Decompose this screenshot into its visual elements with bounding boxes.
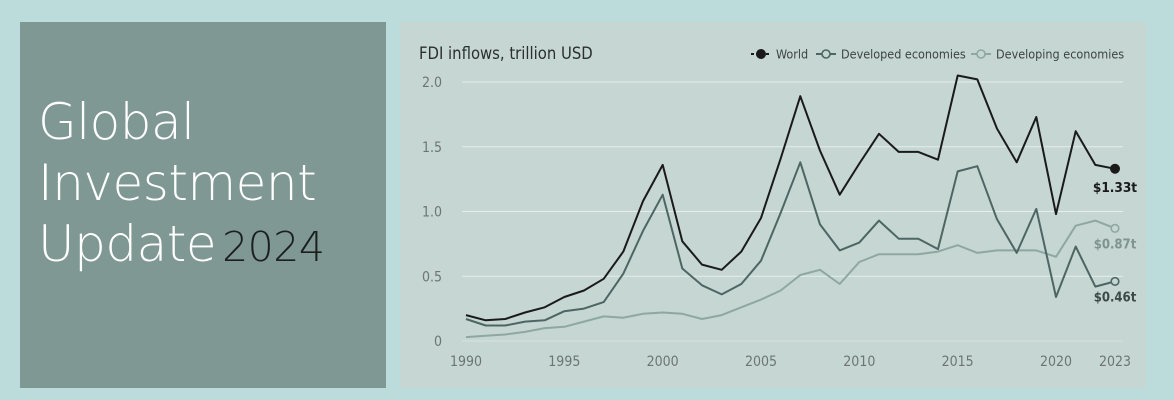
- legend-marker-world: [756, 49, 766, 59]
- legend-marker-developing: [976, 49, 986, 59]
- legend-label-developed: Developed economies: [841, 47, 966, 62]
- x-tick-label: 2023: [1099, 354, 1131, 370]
- cover-title-line-2: Investment: [38, 154, 317, 212]
- chart-title: FDI inflows, trillion USD: [419, 44, 593, 63]
- chart-panel: FDI inflows, trillion USD 0 0.5 1.0 1.5 2.0 19…: [400, 22, 1146, 388]
- cover-title-line-1: Global: [38, 93, 195, 151]
- y-tick-label: 1.0: [422, 205, 442, 221]
- y-tick-label: 2.0: [422, 75, 442, 91]
- x-tick-label: 2015: [942, 354, 974, 370]
- x-tick-label: 2020: [1040, 354, 1072, 370]
- end-marker-developed: [1110, 276, 1120, 287]
- end-label-developing: $0.87t: [1094, 237, 1137, 252]
- end-marker-developing: [1110, 223, 1120, 233]
- fdi-chart: FDI inflows, trillion USD 0 0.5 1.0 1.5 2.0 19…: [419, 44, 1137, 370]
- cover-panel: [20, 22, 386, 388]
- x-tick-label: 2005: [745, 354, 777, 370]
- end-marker-world: [1110, 163, 1120, 174]
- x-tick-label: 2000: [647, 354, 679, 370]
- cover-year: 2024: [222, 223, 325, 271]
- legend-label-world: World: [776, 47, 808, 62]
- legend-label-developing: Developing economies: [996, 47, 1124, 62]
- legend-marker-developed: [821, 49, 831, 59]
- x-tick-label: 2010: [843, 354, 875, 370]
- end-label-developed: $0.46t: [1094, 290, 1137, 305]
- series-line-developing: [465, 219, 1116, 339]
- cover-title: Global Investment Update 2024: [38, 92, 325, 278]
- cover-title-update: Update: [38, 215, 217, 273]
- series-line-developed: [465, 161, 1116, 327]
- series-line-world: [465, 74, 1116, 322]
- cover-title-line-3: Update 2024: [38, 214, 325, 278]
- y-tick-label: 0: [434, 334, 442, 350]
- x-tick-label: 1995: [548, 354, 580, 370]
- y-tick-label: 0.5: [422, 269, 442, 285]
- end-label-world: $1.33t: [1093, 180, 1137, 196]
- y-tick-label: 1.5: [422, 140, 442, 156]
- x-tick-label: 1990: [450, 354, 482, 370]
